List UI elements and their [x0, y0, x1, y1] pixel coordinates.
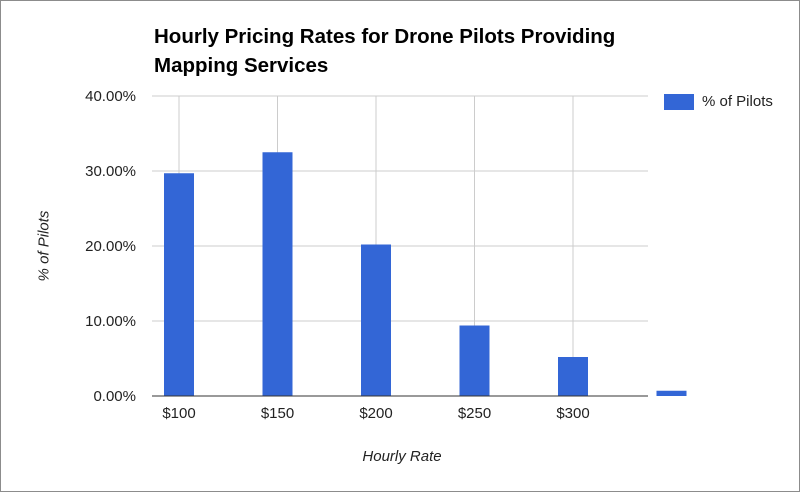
bar-100	[164, 173, 194, 396]
x-axis-label: Hourly Rate	[362, 448, 442, 465]
legend-label: % of Pilots	[702, 93, 773, 110]
x-tick-label: $100	[162, 405, 195, 422]
y-tick-label: 0.00%	[93, 388, 136, 405]
bar-200	[361, 244, 391, 396]
bar-350	[656, 390, 687, 396]
y-tick-label: 40.00%	[85, 88, 136, 105]
y-tick-label: 20.00%	[85, 238, 136, 255]
x-tick-label: $150	[261, 405, 294, 422]
chart-title: Hourly Pricing Rates for Drone Pilots Pr…	[154, 25, 616, 77]
legend-swatch	[664, 93, 694, 110]
legend: % of Pilots	[664, 93, 773, 110]
bar-300	[558, 357, 588, 396]
y-tick-label: 30.00%	[85, 163, 136, 180]
x-tick-label: $250	[458, 405, 491, 422]
x-tick-label: $300	[556, 405, 589, 422]
x-tick-label: $200	[359, 405, 392, 422]
y-tick-label: 10.00%	[85, 313, 136, 330]
bar-250	[459, 325, 490, 396]
bar-150	[262, 152, 293, 396]
